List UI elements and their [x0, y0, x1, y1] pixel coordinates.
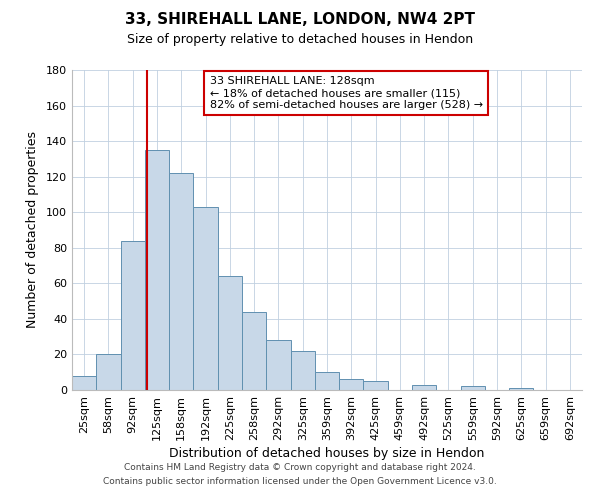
Text: 33 SHIREHALL LANE: 128sqm
← 18% of detached houses are smaller (115)
82% of semi: 33 SHIREHALL LANE: 128sqm ← 18% of detac… — [210, 76, 483, 110]
Text: 33, SHIREHALL LANE, LONDON, NW4 2PT: 33, SHIREHALL LANE, LONDON, NW4 2PT — [125, 12, 475, 28]
Bar — [72, 376, 96, 390]
Text: Contains public sector information licensed under the Open Government Licence v3: Contains public sector information licen… — [103, 477, 497, 486]
Bar — [193, 207, 218, 390]
Bar — [121, 240, 145, 390]
Bar — [266, 340, 290, 390]
Bar — [169, 173, 193, 390]
Text: Size of property relative to detached houses in Hendon: Size of property relative to detached ho… — [127, 32, 473, 46]
Bar — [339, 380, 364, 390]
Bar — [509, 388, 533, 390]
X-axis label: Distribution of detached houses by size in Hendon: Distribution of detached houses by size … — [169, 447, 485, 460]
Bar — [364, 381, 388, 390]
Bar — [315, 372, 339, 390]
Bar — [218, 276, 242, 390]
Bar — [290, 351, 315, 390]
Bar — [412, 384, 436, 390]
Bar — [145, 150, 169, 390]
Text: Contains HM Land Registry data © Crown copyright and database right 2024.: Contains HM Land Registry data © Crown c… — [124, 464, 476, 472]
Bar — [96, 354, 121, 390]
Y-axis label: Number of detached properties: Number of detached properties — [26, 132, 39, 328]
Bar — [242, 312, 266, 390]
Bar — [461, 386, 485, 390]
